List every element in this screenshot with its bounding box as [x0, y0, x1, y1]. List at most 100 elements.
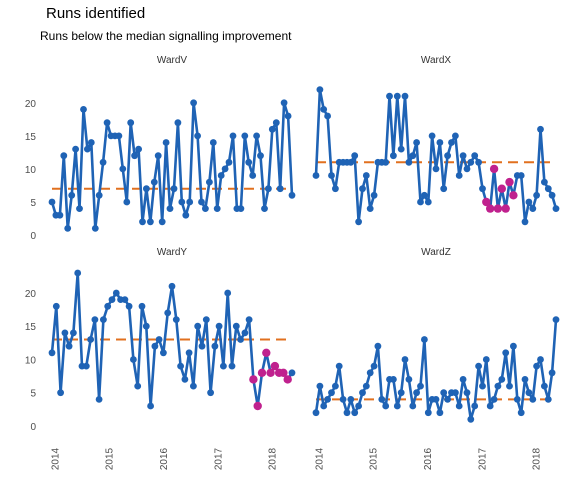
data-point	[99, 158, 107, 166]
data-point	[362, 382, 370, 390]
data-point	[245, 316, 253, 323]
data-point	[70, 329, 77, 337]
run-point	[493, 204, 503, 213]
facet-panel-wardy: WardY 0 5 10 15 20 2014 2015 2016 2017 2018	[25, 247, 296, 470]
data-point	[225, 158, 233, 166]
data-point	[393, 92, 401, 100]
data-point	[272, 119, 280, 127]
data-point	[467, 415, 475, 423]
data-point	[182, 211, 190, 219]
data-point	[370, 191, 378, 199]
data-point	[525, 198, 533, 206]
data-point	[52, 302, 60, 310]
run-point	[266, 368, 275, 377]
data-point	[241, 132, 249, 140]
run-point	[283, 375, 292, 384]
data-point	[529, 396, 537, 403]
data-point	[76, 205, 83, 213]
run-point	[482, 197, 491, 207]
data-point	[164, 309, 172, 317]
run-point	[486, 204, 495, 213]
facet-panel-wardv: WardV 0 5 10 15 20	[25, 55, 296, 242]
x-tick-label: 2017	[477, 447, 488, 470]
data-point	[185, 349, 193, 357]
run-point	[249, 375, 258, 384]
data-point	[288, 191, 296, 199]
data-point	[351, 152, 359, 160]
run-point	[501, 204, 510, 213]
data-point	[138, 302, 146, 310]
data-point	[181, 376, 189, 383]
data-point	[409, 402, 417, 410]
data-point	[444, 396, 451, 403]
data-point	[249, 172, 257, 179]
series-line	[314, 319, 558, 421]
data-point	[359, 389, 366, 397]
data-point	[190, 99, 198, 107]
data-point	[471, 152, 479, 160]
data-point	[108, 296, 116, 303]
data-point	[160, 349, 167, 357]
data-point	[74, 269, 82, 277]
data-point	[463, 165, 471, 173]
y-tick-label: 10	[25, 355, 37, 366]
data-point	[119, 165, 127, 173]
data-point	[382, 402, 390, 410]
data-point	[548, 369, 556, 377]
data-point	[529, 205, 537, 213]
data-point	[537, 125, 544, 133]
data-point	[521, 376, 529, 383]
data-point	[123, 198, 131, 206]
data-point	[339, 396, 347, 403]
data-point	[190, 382, 197, 390]
data-point	[459, 152, 467, 160]
data-point	[521, 218, 529, 226]
data-point	[87, 139, 95, 146]
x-tick-label: 2015	[105, 447, 116, 470]
data-point	[207, 389, 215, 397]
facet-panel-wardx: WardX	[312, 55, 560, 226]
data-point	[154, 152, 162, 160]
data-point	[265, 185, 272, 193]
x-tick-label: 2018	[268, 447, 279, 470]
data-point	[215, 322, 223, 330]
data-point	[332, 382, 339, 390]
data-point	[80, 106, 87, 113]
data-point	[544, 396, 552, 403]
data-point	[355, 218, 362, 226]
y-tick-label: 5	[30, 198, 36, 209]
data-point	[428, 132, 436, 140]
run-point	[253, 401, 262, 411]
y-tick-label: 0	[30, 231, 36, 242]
chart-subtitle: Runs below the median signalling improve…	[40, 29, 292, 43]
data-point	[115, 132, 123, 140]
y-tick-label: 10	[25, 165, 37, 176]
data-point	[186, 198, 194, 206]
run-point	[270, 361, 280, 371]
data-point	[229, 132, 237, 140]
facet-title: WardX	[421, 55, 452, 66]
data-point	[506, 382, 513, 390]
data-point	[328, 172, 335, 179]
data-point	[320, 106, 328, 113]
facet-title: WardZ	[421, 247, 451, 258]
data-point	[177, 362, 185, 370]
data-point	[424, 409, 432, 417]
data-point	[65, 342, 73, 350]
data-point	[347, 158, 355, 166]
data-point	[413, 139, 420, 146]
data-point	[257, 152, 264, 160]
data-point	[280, 99, 288, 107]
data-point	[490, 396, 498, 403]
data-point	[198, 342, 206, 350]
data-point	[382, 158, 390, 166]
data-point	[459, 376, 467, 383]
data-point	[436, 139, 444, 146]
data-point	[482, 356, 490, 363]
data-point	[48, 349, 56, 357]
data-point	[211, 342, 219, 350]
data-point	[424, 198, 432, 206]
data-point	[401, 92, 409, 100]
data-point	[510, 342, 517, 350]
data-point	[390, 152, 397, 160]
